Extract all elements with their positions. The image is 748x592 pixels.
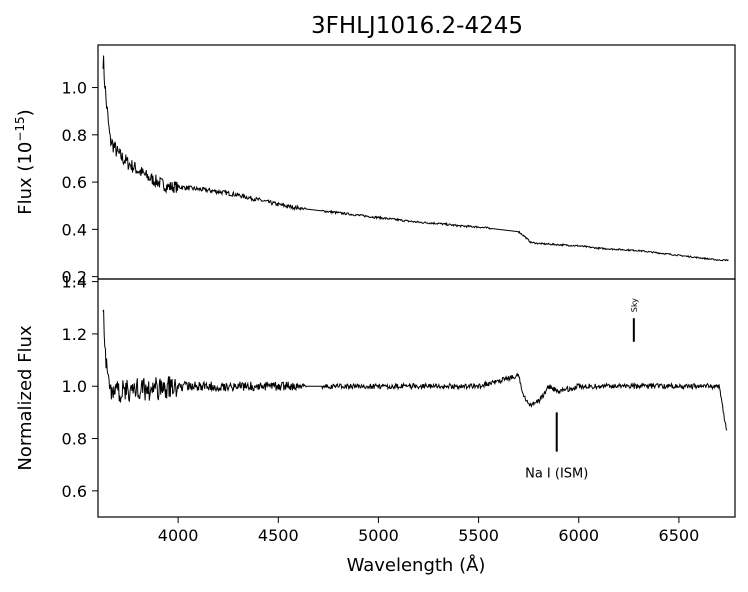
top-y-tick-label: 0.6: [62, 173, 87, 192]
bottom-y-tick-label: 0.8: [62, 430, 87, 449]
top-spectrum-path: [102, 55, 729, 262]
annotation-label-sky: Sky: [630, 298, 639, 312]
top-panel-y-axis-label: Flux (10−15): [13, 109, 36, 214]
top-y-tick-label: 1.0: [62, 79, 87, 98]
bottom-spectrum-path: [102, 309, 728, 431]
bottom-panel-y-ticks: 0.6 0.8 1.0 1.2 1.4: [62, 273, 98, 501]
top-y-tick-label: 0.2: [62, 268, 87, 287]
top-panel-flux-line: [102, 55, 729, 262]
x-axis-label: Wavelength (Å): [347, 554, 486, 576]
top-y-tick-label: 0.8: [62, 126, 87, 145]
bottom-y-tick-label: 1.4: [62, 273, 87, 292]
top-panel-y-ticks: 0.2 0.4 0.6 0.8 1.0: [62, 79, 98, 287]
x-tick-label: 5500: [458, 526, 499, 545]
top-y-tick-label: 0.4: [62, 220, 87, 239]
x-tick-label: 6000: [558, 526, 599, 545]
x-tick-label: 5000: [358, 526, 399, 545]
top-panel-frame: [97, 44, 736, 280]
bottom-panel-normalized-line: [102, 309, 728, 431]
bottom-y-tick-label: 1.2: [62, 325, 87, 344]
x-tick-label: 6500: [659, 526, 700, 545]
top-ylabel-exponent: −15: [13, 116, 27, 141]
x-axis-ticks: 4000 4500 5000 5500 6000 6500: [158, 517, 700, 545]
line-annotations: Na I (ISM) Sky: [525, 298, 639, 482]
chart-title: 3FHLJ1016.2-4245: [311, 13, 523, 39]
bottom-panel-frame: [97, 278, 736, 518]
annotation-label-na-i: Na I (ISM): [525, 467, 588, 482]
top-ylabel-close: ): [15, 109, 36, 116]
bottom-y-tick-label: 0.6: [62, 482, 87, 501]
x-tick-label: 4000: [158, 526, 199, 545]
bottom-panel-y-axis-label: Normalized Flux: [15, 325, 36, 471]
top-ylabel-main: Flux (10: [15, 142, 36, 215]
bottom-y-tick-label: 1.0: [62, 377, 87, 396]
x-tick-label: 4500: [258, 526, 299, 545]
